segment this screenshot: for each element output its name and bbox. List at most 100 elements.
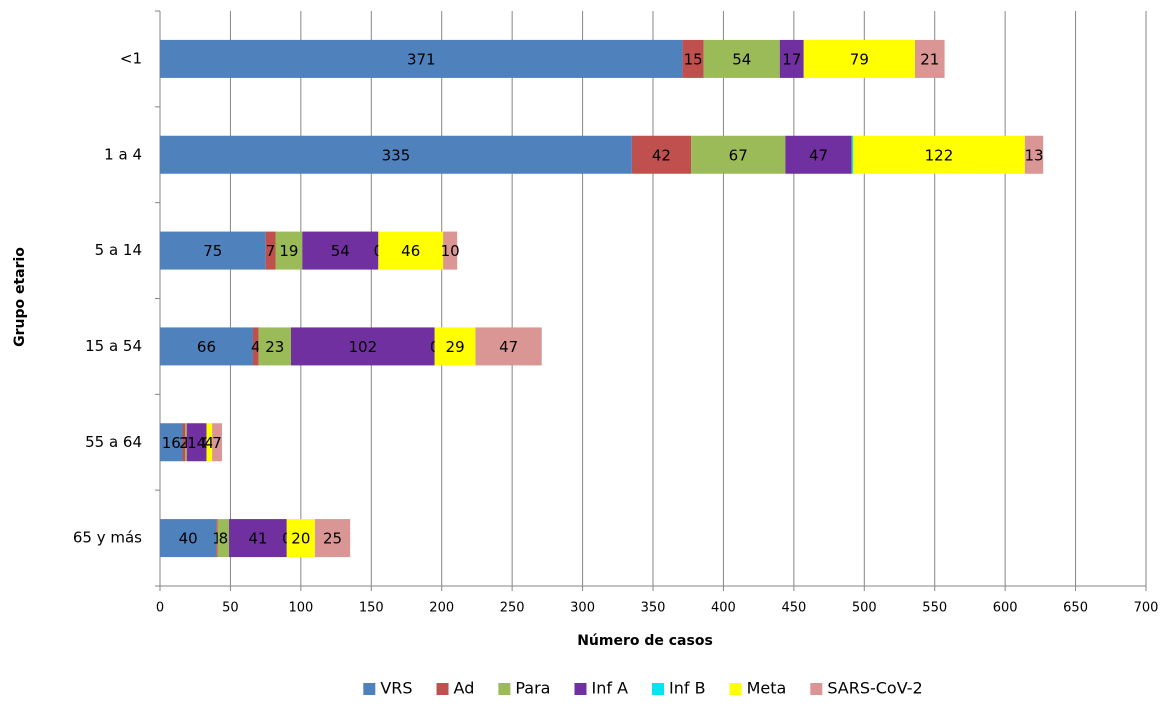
bar-segment — [160, 327, 253, 366]
bar-segment — [186, 423, 207, 462]
bar-segment — [265, 231, 276, 270]
bar-segment — [691, 135, 786, 174]
data-label: 102 — [349, 338, 378, 356]
bar-segment — [1024, 135, 1044, 174]
bar-segment — [275, 231, 303, 270]
legend-swatch — [498, 683, 511, 695]
y-axis-title: Grupo etario — [12, 247, 28, 347]
bar-segment — [258, 327, 291, 366]
data-label: 42 — [652, 146, 671, 164]
data-label: 19 — [279, 242, 298, 260]
bar-segment — [851, 135, 854, 174]
x-tick-label: 500 — [852, 601, 877, 616]
legend-swatch — [436, 683, 449, 695]
data-label: 25 — [323, 530, 342, 548]
bar-segment — [785, 135, 852, 174]
x-tick-label: 150 — [359, 601, 384, 616]
data-label: 335 — [382, 146, 411, 164]
data-label: 122 — [925, 146, 954, 164]
data-label: 7 — [212, 434, 222, 452]
data-label: 4 — [251, 338, 261, 356]
data-label: 1 — [181, 434, 191, 452]
bar-segment — [182, 423, 186, 462]
bar-segment — [229, 519, 287, 558]
bar-segment — [252, 327, 259, 366]
bar-segment — [212, 423, 222, 462]
data-label: 2 — [179, 434, 189, 452]
x-tick-label: 400 — [711, 601, 736, 616]
data-label: 66 — [197, 338, 216, 356]
data-label: 4 — [205, 434, 215, 452]
legend-label: SARS-CoV-2 — [827, 679, 922, 698]
data-label: 40 — [179, 530, 198, 548]
legend-label: Ad — [454, 679, 475, 698]
data-label: 21 — [920, 50, 939, 68]
data-label: 46 — [401, 242, 420, 260]
data-label: 75 — [203, 242, 222, 260]
bar-segment — [216, 519, 218, 558]
legend-label: Para — [515, 679, 550, 698]
y-tick-label: 15 a 54 — [85, 337, 142, 355]
bar-segment — [290, 327, 435, 366]
x-tick-label: 0 — [156, 601, 164, 616]
bar-segment — [803, 39, 915, 78]
data-label: 20 — [291, 530, 310, 548]
data-label: 54 — [331, 242, 350, 260]
data-label: 15 — [684, 50, 703, 68]
bar-segment — [160, 231, 266, 270]
data-label: 1 — [212, 530, 222, 548]
data-label: 79 — [850, 50, 869, 68]
data-label: 14 — [187, 434, 206, 452]
data-label: 47 — [809, 146, 828, 164]
y-tick-label: <1 — [120, 49, 142, 67]
y-tick-label: 65 y más — [73, 529, 142, 547]
x-tick-label: 50 — [222, 601, 239, 616]
bar-segment — [434, 327, 476, 366]
legend-label: VRS — [380, 679, 412, 698]
data-label: 371 — [407, 50, 436, 68]
data-label: 29 — [446, 338, 465, 356]
x-tick-label: 600 — [993, 601, 1018, 616]
x-tick-label: 250 — [500, 601, 525, 616]
bar-segment — [631, 135, 692, 174]
bar-segment — [853, 135, 1025, 174]
x-tick-label: 700 — [1134, 601, 1159, 616]
bar-segment — [302, 231, 379, 270]
bar-segment — [378, 231, 444, 270]
legend-label: Inf A — [591, 679, 628, 698]
x-tick-label: 450 — [781, 601, 806, 616]
legend-label: Inf B — [669, 679, 706, 698]
data-label: 7 — [266, 242, 276, 260]
legend-swatch — [652, 683, 665, 695]
bar-segment — [914, 39, 945, 78]
bar-segment — [314, 519, 351, 558]
bar-segment — [217, 519, 230, 558]
y-tick-label: 55 a 64 — [85, 433, 142, 451]
data-label: 23 — [265, 338, 284, 356]
y-tick-label: 5 a 14 — [95, 241, 142, 259]
legend: VRS Ad Para Inf A Inf B Meta SARS-CoV-2 — [363, 679, 923, 698]
bar-segment — [682, 39, 704, 78]
legend-swatch — [574, 683, 587, 695]
legend-swatch — [363, 683, 376, 695]
x-tick-label: 650 — [1063, 601, 1088, 616]
data-label: 13 — [1024, 146, 1043, 164]
x-tick-label: 350 — [641, 601, 666, 616]
data-label: 54 — [732, 50, 751, 68]
bar-segment — [475, 327, 542, 366]
bar-segment — [779, 39, 804, 78]
data-label: 10 — [441, 242, 460, 260]
legend-swatch — [810, 683, 823, 695]
bar-segment — [160, 519, 217, 558]
bar-segment — [185, 423, 187, 462]
bar-segment — [206, 423, 213, 462]
bar-segment — [160, 39, 683, 78]
x-axis-title: Número de casos — [577, 633, 713, 649]
y-tick-label: 1 a 4 — [104, 145, 142, 163]
x-tick-label: 300 — [570, 601, 595, 616]
data-label: 8 — [219, 530, 229, 548]
bar-segment — [703, 39, 780, 78]
x-tick-label: 550 — [922, 601, 947, 616]
bar-segment — [160, 135, 632, 174]
data-label: 67 — [729, 146, 748, 164]
